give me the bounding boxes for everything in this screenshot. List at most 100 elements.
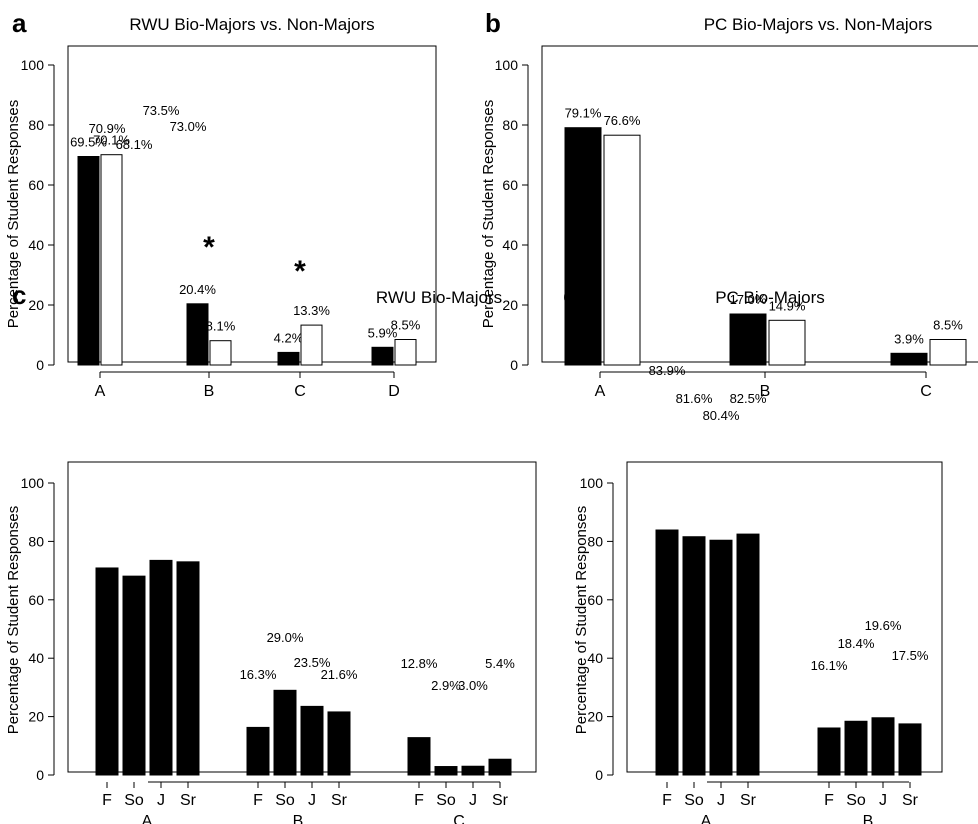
panel-letter: a [12, 8, 27, 38]
bar [736, 533, 760, 776]
data-label: 82.5% [730, 391, 767, 406]
x-category-label: C [920, 383, 932, 400]
data-label: 68.1% [116, 137, 153, 152]
panel-letter: b [485, 8, 501, 38]
y-axis-label: Percentage of Student Responses [5, 506, 22, 735]
y-tick-label: 40 [502, 237, 518, 253]
data-label: 81.6% [676, 391, 713, 406]
bar [277, 351, 300, 366]
data-label: 76.6% [604, 113, 641, 128]
data-label: 70.9% [89, 121, 126, 136]
data-label: 19.6% [865, 618, 902, 633]
x-category-label: D [388, 383, 400, 400]
y-tick-label: 80 [28, 117, 44, 133]
bar [729, 313, 767, 366]
x-subcategory-label: Sr [902, 792, 919, 809]
bar [488, 758, 512, 776]
bar [394, 339, 417, 366]
x-subcategory-label: F [253, 792, 263, 809]
bar [186, 303, 209, 366]
panel-d: d PC Bio-Majors 0 20 40 60 80 100 Percentage of … [563, 280, 943, 824]
data-label: 13.3% [293, 303, 330, 318]
bar [898, 723, 922, 776]
panel-b: b PC Bio-Majors vs. Non-Majors 0 20 40 60 80 10… [480, 8, 978, 400]
x-category-label: B [863, 813, 874, 824]
x-subcategory-label: J [469, 792, 477, 809]
x-category-label: A [595, 383, 606, 400]
data-label: 73.0% [170, 119, 207, 134]
x-category-label: B [293, 813, 304, 824]
chart-title: PC Bio-Majors [715, 288, 825, 307]
y-tick-label: 0 [510, 357, 518, 373]
data-label: 69.5% [70, 135, 107, 150]
x-subcategory-label: F [102, 792, 112, 809]
chart-title: PC Bio-Majors vs. Non-Majors [704, 15, 933, 34]
bar [209, 340, 232, 366]
y-tick-label: 60 [502, 177, 518, 193]
x-category-label: C [453, 813, 465, 824]
bar [929, 339, 967, 366]
bar [817, 727, 841, 776]
bar [461, 765, 485, 776]
data-label: 2.9% [431, 678, 461, 693]
x-subcategory-label: So [846, 792, 866, 809]
bar [149, 559, 173, 776]
data-label: 80.4% [703, 408, 740, 423]
x-subcategory-label: J [157, 792, 165, 809]
bar [655, 529, 679, 776]
x-subcategory-label: So [124, 792, 144, 809]
data-label: 5.9% [368, 325, 398, 340]
y-tick-label: 80 [502, 117, 518, 133]
data-label: 23.5% [294, 655, 331, 670]
x-subcategory-label: J [717, 792, 725, 809]
y-tick-label: 60 [28, 592, 44, 608]
data-label: 70.1% [93, 133, 130, 148]
y-tick-label: 20 [502, 297, 518, 313]
y-tick-label: 100 [21, 475, 45, 491]
y-tick-label: 20 [28, 709, 44, 725]
x-subcategory-label: F [662, 792, 672, 809]
panel-c: c RWU Bio-Majors 0 20 40 60 80 100 Percentage of… [5, 103, 537, 824]
x-category-label: B [204, 383, 215, 400]
bar [682, 536, 706, 776]
bar [300, 705, 324, 776]
y-tick-label: 0 [595, 767, 603, 783]
data-label: 20.4% [179, 282, 216, 297]
x-subcategory-label: Sr [180, 792, 197, 809]
data-label: 8.5% [933, 318, 963, 333]
chart-title: RWU Bio-Majors vs. Non-Majors [129, 15, 374, 34]
data-label: 14.9% [769, 298, 806, 313]
panel-letter: d [563, 280, 579, 310]
data-label: 8.1% [206, 319, 236, 334]
y-tick-label: 20 [28, 297, 44, 313]
bar [564, 127, 602, 366]
x-category-label: B [760, 383, 771, 400]
data-label: 73.5% [143, 103, 180, 118]
panel-letter: c [12, 280, 26, 310]
x-subcategory-label: F [414, 792, 424, 809]
data-label: 17.5% [892, 648, 929, 663]
x-subcategory-label: J [308, 792, 316, 809]
bar [273, 689, 297, 776]
x-category-label: A [95, 383, 106, 400]
bar [434, 766, 458, 776]
plot-frame [67, 45, 437, 363]
y-axis-label: Percentage of Student Responses [5, 100, 22, 329]
y-tick-label: 60 [587, 592, 603, 608]
y-tick-label: 100 [580, 475, 604, 491]
x-subcategory-label: So [436, 792, 456, 809]
bar [246, 726, 270, 776]
y-tick-label: 40 [28, 650, 44, 666]
bar [176, 561, 200, 776]
bar [768, 319, 806, 366]
x-subcategory-label: Sr [331, 792, 348, 809]
data-label: 4.2% [274, 330, 304, 345]
bar [890, 352, 928, 366]
y-tick-label: 40 [28, 237, 44, 253]
data-label: 18.4% [838, 636, 875, 651]
bar [844, 720, 868, 776]
x-subcategory-label: Sr [740, 792, 757, 809]
data-label: 21.6% [321, 667, 358, 682]
data-label: 17.0% [730, 292, 767, 307]
